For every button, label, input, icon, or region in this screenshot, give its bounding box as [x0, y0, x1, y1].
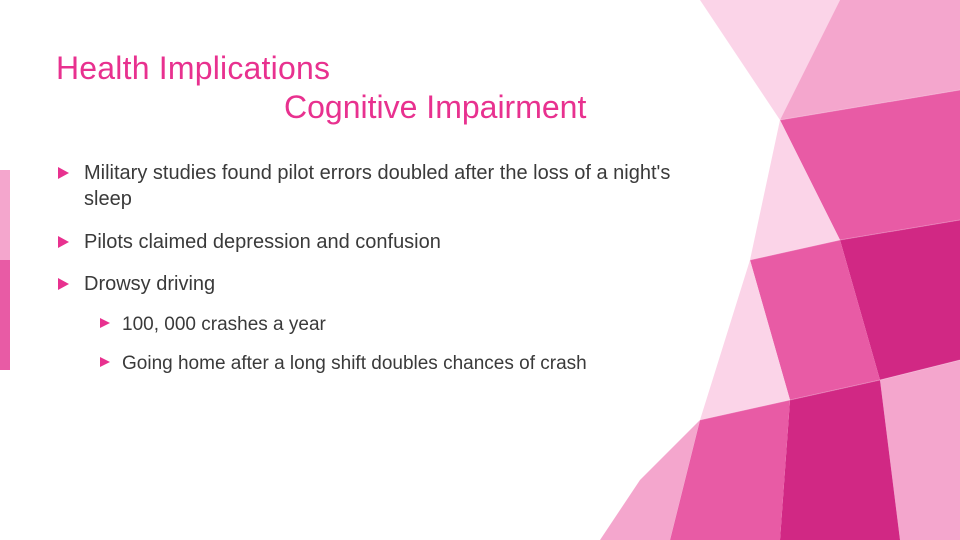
bullet-item: Pilots claimed depression and confusion	[56, 229, 716, 255]
deco-poly	[670, 400, 790, 540]
sub-bullet-list: 100, 000 crashes a year Going home after…	[100, 312, 716, 376]
bullet-list: Military studies found pilot errors doub…	[56, 160, 716, 376]
slide: Health Implications Cognitive Impairment…	[0, 0, 960, 540]
title-block: Health Implications Cognitive Impairment	[56, 50, 890, 126]
sub-bullet-text: 100, 000 crashes a year	[122, 314, 326, 335]
bullet-text: Pilots claimed depression and confusion	[84, 231, 441, 253]
content-area: Health Implications Cognitive Impairment…	[0, 0, 960, 376]
sub-bullet-item: 100, 000 crashes a year	[100, 312, 716, 337]
bullet-text: Military studies found pilot errors doub…	[84, 162, 670, 210]
deco-poly	[780, 380, 900, 540]
bullet-item: Military studies found pilot errors doub…	[56, 160, 716, 213]
title-line-2: Cognitive Impairment	[284, 89, 890, 126]
sub-bullet-text: Going home after a long shift doubles ch…	[122, 353, 587, 374]
bullet-item: Drowsy driving 100, 000 crashes a year G…	[56, 271, 716, 376]
deco-poly	[880, 360, 960, 540]
sub-bullet-item: Going home after a long shift doubles ch…	[100, 351, 716, 376]
deco-poly	[600, 420, 700, 540]
bullet-text: Drowsy driving	[84, 273, 215, 295]
title-line-1: Health Implications	[56, 50, 890, 87]
